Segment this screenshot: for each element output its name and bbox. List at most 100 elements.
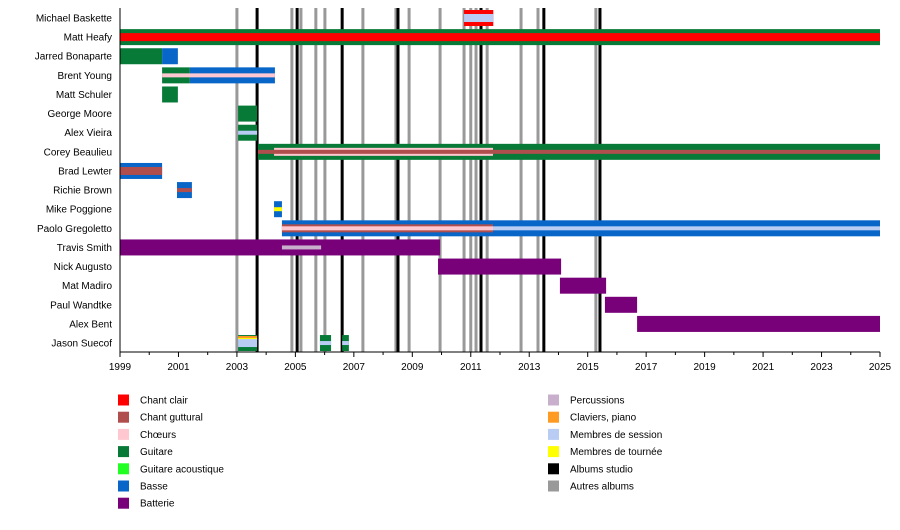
member-name: Mike Poggione <box>46 205 113 216</box>
legend-swatch-percussions <box>548 394 559 406</box>
other-album-line <box>485 8 489 352</box>
legend-swatch-basse <box>118 480 129 492</box>
bar-guitare <box>120 48 163 65</box>
member-name: George Moore <box>48 109 113 120</box>
bar-session <box>238 130 258 135</box>
studio-album-line <box>340 8 344 352</box>
other-album-line <box>474 8 478 352</box>
x-tick-label: 2013 <box>518 362 541 373</box>
studio-album-line <box>255 8 259 352</box>
legend-label: Guitare acoustique <box>140 464 224 475</box>
x-tick-label: 2007 <box>343 362 366 373</box>
member-name: Travis Smith <box>57 243 112 254</box>
legend-swatch-autres-albums <box>548 480 559 492</box>
x-tick-label: 2021 <box>752 362 775 373</box>
legend-label: Membres de tournée <box>570 447 663 458</box>
studio-album-line <box>396 8 400 352</box>
legend-label: Chant clair <box>140 396 188 407</box>
member-name: Corey Beaulieu <box>44 147 112 158</box>
album-lines <box>235 8 602 352</box>
x-tick-label: 2011 <box>460 362 482 373</box>
legend-label: Percussions <box>570 396 624 407</box>
x-tick-label: 2015 <box>577 362 600 373</box>
other-album-line <box>438 8 442 352</box>
other-album-line <box>536 8 540 352</box>
legend-label: Albums studio <box>570 464 633 475</box>
other-album-line <box>469 8 473 352</box>
member-name: Brad Lewter <box>58 166 113 177</box>
legend-label: Basse <box>140 482 168 493</box>
bar-chant-guttural <box>177 188 192 193</box>
legend-swatch-claviers <box>548 411 559 423</box>
other-album-line <box>407 8 411 352</box>
member-name: Nick Augusto <box>54 262 113 273</box>
bar-session <box>342 341 349 346</box>
member-name: Alex Bent <box>69 319 112 330</box>
x-tick-label: 2023 <box>810 362 833 373</box>
member-name: Paolo Gregoletto <box>37 224 112 235</box>
studio-album-line <box>479 8 483 352</box>
member-name: Alex Vieira <box>64 128 112 139</box>
bar-guitare <box>162 86 178 103</box>
bar-chant-guttural <box>257 149 880 154</box>
bar-batterie <box>120 239 441 256</box>
x-tick-label: 1999 <box>109 362 132 373</box>
legend-swatch-guitare-acoustique <box>118 463 129 475</box>
member-labels: Michael Baskette Matt Heafy Jarred Bonapar… <box>35 14 113 350</box>
x-tick-label: 2003 <box>226 362 249 373</box>
bar-session <box>238 339 258 348</box>
bar-percussions <box>281 245 322 250</box>
legend-swatch-albums-studio <box>548 463 559 475</box>
member-name: Mat Madiro <box>62 281 112 292</box>
member-name: Paul Wandtke <box>50 300 112 311</box>
bar-choeurs <box>162 73 275 78</box>
other-album-line <box>290 8 294 352</box>
member-bars <box>120 10 880 352</box>
legend-label: Batterie <box>140 499 175 510</box>
legend-label: Chœurs <box>140 430 176 441</box>
other-album-line <box>519 8 523 352</box>
bar-guitare <box>238 105 258 122</box>
studio-album-line <box>542 8 546 352</box>
member-name: Richie Brown <box>53 186 112 197</box>
legend-label: Membres de session <box>570 430 662 441</box>
legend-swatch-chant-guttural <box>118 411 129 423</box>
bar-basse <box>162 48 178 65</box>
bar-chant-guttural <box>120 166 163 175</box>
legend-label: Chant guttural <box>140 413 203 424</box>
bar-session <box>464 14 494 22</box>
x-tick-label: 2025 <box>869 362 892 373</box>
x-tick-label: 2009 <box>401 362 424 373</box>
legend-swatch-tournee <box>548 446 559 458</box>
studio-album-line <box>598 8 602 352</box>
bar-session <box>319 341 332 346</box>
other-album-line <box>299 8 303 352</box>
legend: Chant clair Chant guttural Chœurs Guitare Gu… <box>118 394 663 510</box>
other-album-line <box>235 8 239 352</box>
member-name: Brent Young <box>58 71 113 82</box>
bar-choeurs <box>281 226 493 231</box>
other-album-line <box>314 8 318 352</box>
x-tick-label: 2005 <box>284 362 307 373</box>
x-tick-label: 2017 <box>635 362 658 373</box>
studio-album-line <box>295 8 299 352</box>
legend-swatch-choeurs <box>118 428 129 440</box>
legend-label: Autres albums <box>570 482 634 493</box>
legend-swatch-batterie <box>118 497 129 509</box>
member-name: Matt Schuler <box>56 90 113 101</box>
legend-swatch-guitare <box>118 446 129 458</box>
member-name: Matt Heafy <box>64 33 112 44</box>
bar-batterie <box>604 296 638 313</box>
other-album-line <box>361 8 365 352</box>
bar-batterie <box>637 315 880 332</box>
bar-tournee <box>274 207 282 212</box>
bar-claviers <box>238 336 258 339</box>
legend-swatch-chant-clair <box>118 394 129 406</box>
legend-label: Guitare <box>140 447 173 458</box>
x-tick-label: 2019 <box>693 362 716 373</box>
legend-swatch-session <box>548 428 559 440</box>
member-name: Michael Baskette <box>36 14 113 25</box>
bar-batterie <box>559 277 607 294</box>
bar-session <box>281 226 880 231</box>
